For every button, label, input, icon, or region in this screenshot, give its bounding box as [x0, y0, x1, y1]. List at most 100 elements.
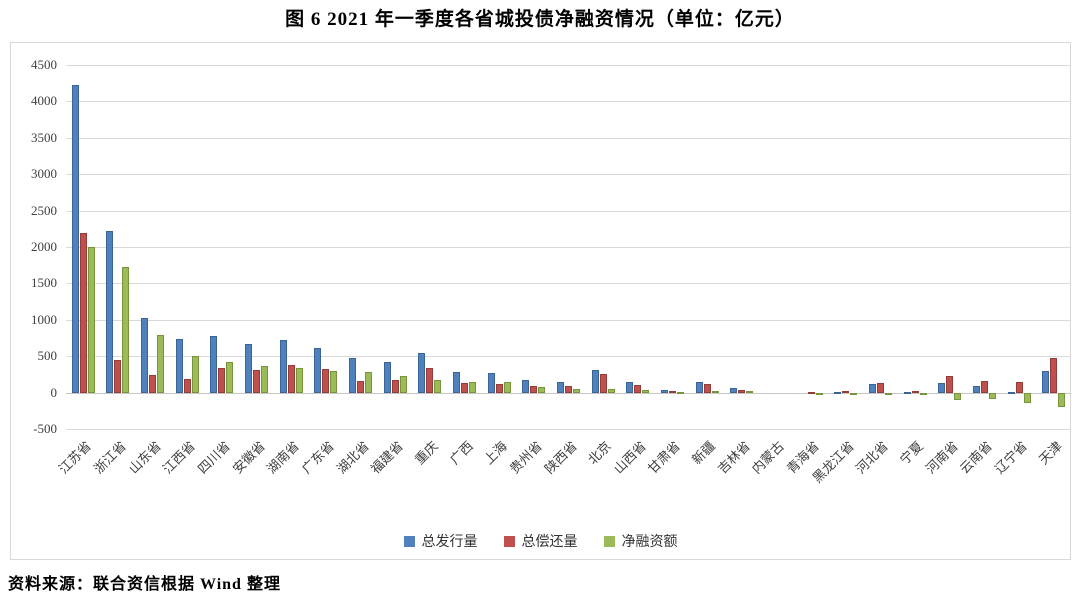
x-axis-category-label-text: 江西省: [159, 438, 198, 477]
y-axis-tick-label: 500: [37, 348, 58, 363]
x-axis-category-label-text: 贵州省: [506, 438, 545, 477]
bar: [280, 340, 287, 393]
bar: [384, 362, 391, 393]
bar: [226, 362, 233, 393]
bar: [400, 376, 407, 393]
bar: [1042, 371, 1049, 393]
bar: [746, 391, 753, 393]
x-axis-category-label-text: 陕西省: [541, 438, 580, 477]
bar: [557, 382, 564, 393]
x-axis-category-label-text: 重庆: [411, 438, 441, 468]
bar: [696, 382, 703, 393]
bar: [573, 389, 580, 393]
bar: [704, 384, 711, 393]
legend-swatch: [603, 535, 615, 547]
bar: [184, 379, 191, 393]
x-axis-category-label-text: 北京: [584, 438, 614, 468]
x-axis-category-label-text: 安徽省: [229, 438, 268, 477]
bar: [349, 358, 356, 393]
gridline: [66, 283, 1071, 284]
bar: [877, 383, 884, 393]
chart-legend: 总发行量 总偿还量 净融资额: [11, 531, 1070, 551]
y-axis-tick-label: 1000: [31, 312, 57, 327]
gridline: [66, 356, 1071, 357]
bar: [954, 393, 961, 400]
x-axis-category-label-text: 内蒙古: [748, 438, 787, 477]
bar: [608, 389, 615, 393]
bar: [600, 374, 607, 393]
x-axis-category-label-text: 湖南省: [263, 438, 302, 477]
legend-item: 总偿还量: [503, 531, 578, 551]
x-axis-category-label-text: 山东省: [125, 438, 164, 477]
x-axis-category-label-text: 云南省: [956, 438, 995, 477]
bar: [738, 390, 745, 393]
bar: [322, 369, 329, 393]
bar: [730, 388, 737, 393]
bar: [522, 380, 529, 393]
legend-item: 总发行量: [403, 531, 478, 551]
y-axis-tick-label: 1500: [31, 275, 57, 290]
bar: [1016, 382, 1023, 393]
bar: [1058, 393, 1065, 407]
bar: [1024, 393, 1031, 403]
x-axis-category-label-text: 新疆: [688, 438, 718, 468]
gridline: [66, 101, 1071, 102]
x-axis-category-label-text: 上海: [480, 438, 510, 468]
bar: [504, 382, 511, 393]
figure-title: 图 6 2021 年一季度各省城投债净融资情况（单位：亿元）: [285, 9, 795, 30]
bar: [530, 386, 537, 393]
y-axis-tick-label: 2500: [31, 203, 57, 218]
y-axis-tick-label: 3000: [31, 166, 57, 181]
bar: [296, 368, 303, 393]
bar: [330, 371, 337, 393]
bar: [1050, 358, 1057, 393]
legend-item: 净融资额: [603, 531, 678, 551]
bar: [538, 387, 545, 393]
bar: [461, 383, 468, 393]
bar: [920, 393, 927, 395]
bar: [850, 393, 857, 395]
bar: [496, 384, 503, 393]
x-axis-category-label-text: 广东省: [298, 438, 337, 477]
bar: [842, 391, 849, 393]
bar: [661, 390, 668, 393]
gridline: [66, 429, 1071, 430]
bar: [1008, 392, 1015, 394]
x-axis-category-label-text: 福建省: [367, 438, 406, 477]
x-axis-category-label-text: 河南省: [922, 438, 961, 477]
legend-label: 总发行量: [421, 535, 478, 550]
bar: [176, 339, 183, 393]
bar: [80, 233, 87, 393]
gridline: [66, 247, 1071, 248]
y-axis-tick-label: 4000: [31, 93, 57, 108]
bar: [808, 392, 815, 394]
bar: [392, 380, 399, 393]
bar: [912, 391, 919, 393]
chart-area: 总发行量 总偿还量 净融资额 4500 4000 3500 3000 2500 2000 150…: [10, 42, 1071, 560]
x-axis-category-label-text: 江苏省: [55, 438, 94, 477]
bar: [904, 392, 911, 394]
x-axis-category-label-text: 吉林省: [714, 438, 753, 477]
bar: [677, 392, 684, 394]
x-axis-category-label-text: 浙江省: [90, 438, 129, 477]
bar: [981, 381, 988, 393]
x-axis-category-label-text: 甘肃省: [644, 438, 683, 477]
bar: [253, 370, 260, 393]
bar: [72, 85, 79, 393]
bar: [114, 360, 121, 393]
bar: [157, 335, 164, 393]
bar: [938, 383, 945, 393]
bar: [642, 390, 649, 393]
y-axis-tick-label: 0: [50, 385, 58, 400]
y-axis-tick-label: -500: [33, 421, 57, 436]
legend-swatch: [403, 535, 415, 547]
gridline: [66, 174, 1071, 175]
bar: [314, 348, 321, 393]
x-axis-category-label-text: 宁夏: [896, 438, 926, 468]
bar: [88, 247, 95, 393]
legend-swatch: [503, 535, 515, 547]
bar: [418, 353, 425, 393]
x-axis-category-label-text: 天津: [1035, 438, 1065, 468]
x-axis-category-label-text: 山西省: [610, 438, 649, 477]
bar: [592, 370, 599, 393]
